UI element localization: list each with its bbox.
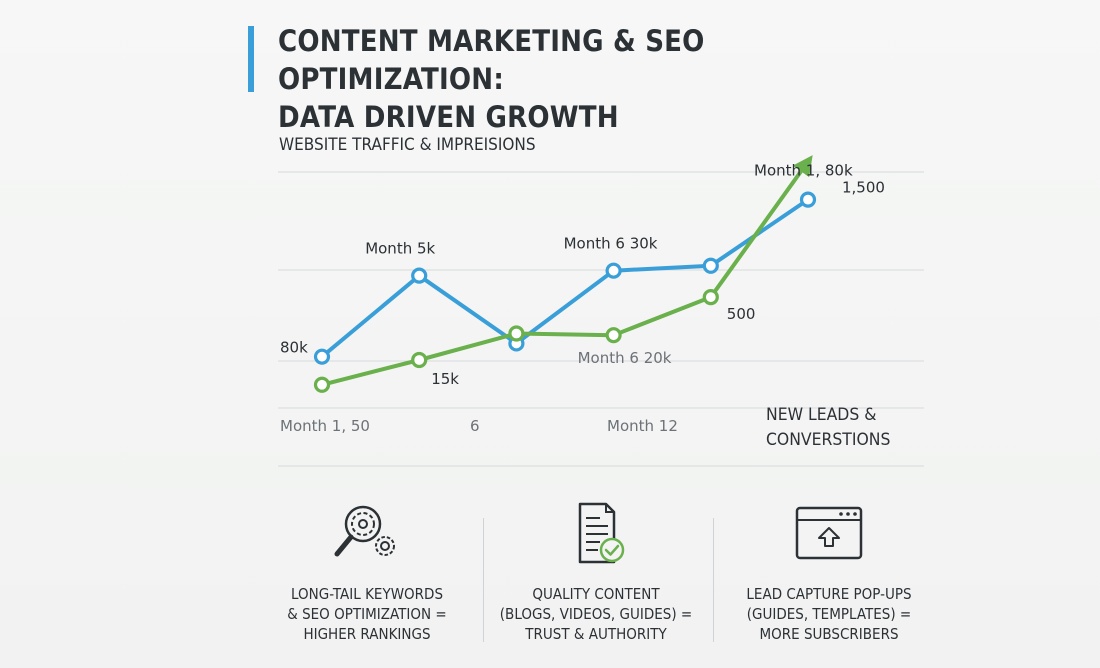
leads-point-4 — [605, 327, 622, 344]
title-accent-bar — [248, 26, 254, 92]
data-label-7: 500 — [727, 305, 756, 323]
traffic-series-line — [320, 197, 810, 359]
traffic-point-2 — [411, 267, 428, 284]
feature-lead-capture: LEAD CAPTURE POP-UPS (GUIDES, TEMPLATES)… — [714, 500, 944, 644]
feature-keywords-line-1: LONG-TAIL KEYWORDS — [290, 585, 444, 603]
data-label-1: 80k — [280, 339, 308, 357]
feature-lead-capture-caption: LEAD CAPTURE POP-UPS (GUIDES, TEMPLATES)… — [726, 584, 933, 644]
leads-legend-line-1: NEW LEADS & — [766, 405, 877, 425]
feature-content-line-2: (BLOGS, VIDEOS, GUIDES) = — [499, 605, 693, 623]
search-gear-icon — [334, 505, 395, 557]
leads-point-2 — [411, 351, 428, 369]
feature-content: QUALITY CONTENT (BLOGS, VIDEOS, GUIDES) … — [481, 500, 711, 644]
data-label-8: 1,500 — [842, 179, 885, 197]
feature-lead-capture-line-3: MORE SUBSCRIBERS — [759, 625, 899, 643]
traffic-point-5 — [702, 257, 719, 274]
data-label-2: Month 5k — [365, 240, 435, 258]
page-title-line-1: CONTENT MARKETING & SEO OPTIMIZATION: — [278, 24, 705, 96]
browser-upload-icon — [795, 506, 863, 560]
feature-divider-2 — [713, 518, 714, 642]
feature-keywords: LONG-TAIL KEYWORDS & SEO OPTIMIZATION = … — [252, 500, 482, 644]
feature-keywords-line-2: & SEO OPTIMIZATION = — [287, 605, 447, 623]
document-check-icon — [578, 502, 625, 564]
leads-legend-line-2: CONVERSTIONS — [766, 430, 891, 450]
x-tick-label-1: Month 1, 50 — [280, 417, 370, 435]
x-tick-label-3: Month 12 — [607, 417, 678, 435]
data-label-5: 15k — [431, 370, 459, 388]
data-label-6: Month 6 20k — [578, 349, 672, 367]
x-tick-label-2: 6 — [470, 417, 480, 435]
leads-series-line — [320, 155, 813, 387]
feature-content-line-3: TRUST & AUTHORITY — [525, 625, 667, 643]
feature-lead-capture-line-1: LEAD CAPTURE POP-UPS — [746, 585, 912, 603]
leads-legend-label: NEW LEADS & CONVERSTIONS — [766, 403, 932, 453]
feature-divider-1 — [483, 518, 484, 642]
traffic-point-1 — [313, 348, 331, 365]
feature-keywords-line-3: HIGHER RANKINGS — [303, 625, 431, 643]
page-title: CONTENT MARKETING & SEO OPTIMIZATION: DA… — [278, 22, 908, 136]
leads-point-5 — [702, 289, 719, 306]
feature-keywords-caption: LONG-TAIL KEYWORDS & SEO OPTIMIZATION = … — [264, 584, 471, 644]
feature-lead-capture-line-2: (GUIDES, TEMPLATES) = — [746, 605, 912, 623]
feature-content-line-1: QUALITY CONTENT — [532, 585, 660, 603]
chart-title: WEBSITE TRAFFIC & IMPREISIONS — [279, 135, 536, 155]
leads-point-3 — [508, 325, 525, 342]
data-label-3: Month 6 30k — [564, 235, 658, 253]
leads-point-1 — [313, 376, 331, 393]
traffic-point-4 — [605, 262, 622, 279]
page-title-line-2: DATA DRIVEN GROWTH — [278, 100, 619, 134]
data-label-4: Month 1, 80k — [754, 162, 853, 180]
feature-content-caption: QUALITY CONTENT (BLOGS, VIDEOS, GUIDES) … — [493, 584, 700, 644]
traffic-point-6 — [799, 191, 817, 208]
